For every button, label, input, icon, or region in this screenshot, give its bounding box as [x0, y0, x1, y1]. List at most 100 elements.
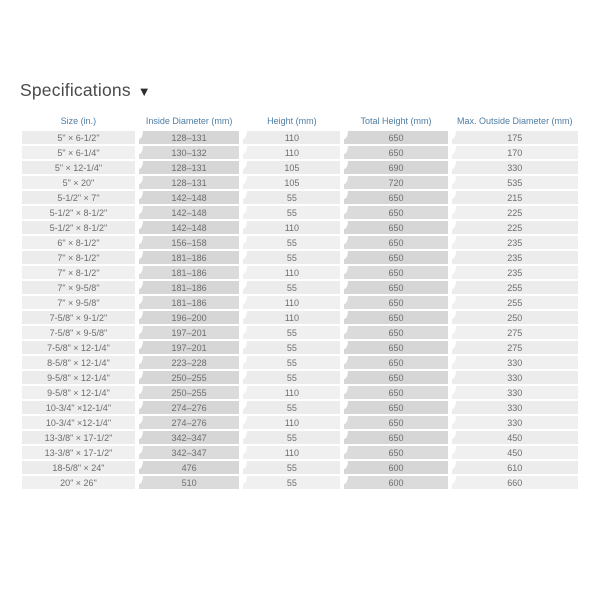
table-cell: 105: [243, 161, 341, 174]
table-cell: 476: [138, 461, 240, 474]
table-row: 13-3/8" × 17-1/2" 342–347 55 650 450: [22, 431, 578, 444]
table-cell: 650: [344, 356, 448, 369]
table-row: 7" × 8-1/2" 181–186 55 650 235: [22, 251, 578, 264]
table-cell: 156–158: [138, 236, 240, 249]
table-cell: 450: [451, 431, 578, 444]
table-cell: 5-1/2" × 8-1/2": [22, 221, 135, 234]
table-cell: 55: [243, 281, 341, 294]
table-row: 9-5/8" × 12-1/4" 250–255 110 650 330: [22, 386, 578, 399]
table-cell: 600: [344, 461, 448, 474]
table-cell: 650: [344, 431, 448, 444]
table-cell: 5" × 6-1/2": [22, 131, 135, 144]
table-cell: 55: [243, 341, 341, 354]
table-cell: 255: [451, 296, 578, 309]
table-cell: 181–186: [138, 281, 240, 294]
table-cell: 142–148: [138, 191, 240, 204]
table-cell: 330: [451, 356, 578, 369]
table-cell: 55: [243, 206, 341, 219]
table-cell: 274–276: [138, 416, 240, 429]
table-cell: 600: [344, 476, 448, 489]
table-cell: 330: [451, 386, 578, 399]
table-cell: 650: [344, 296, 448, 309]
table-row: 5-1/2" × 7" 142–148 55 650 215: [22, 191, 578, 204]
table-cell: 650: [344, 371, 448, 384]
table-cell: 181–186: [138, 266, 240, 279]
table-cell: 55: [243, 251, 341, 264]
table-cell: 650: [344, 266, 448, 279]
table-row: 5" × 12-1/4" 128–131 105 690 330: [22, 161, 578, 174]
table-row: 18-5/8" × 24" 476 55 600 610: [22, 461, 578, 474]
specifications-section-toggle[interactable]: Specifications ▼: [20, 80, 582, 101]
table-cell: 9-5/8" × 12-1/4": [22, 386, 135, 399]
table-cell: 650: [344, 206, 448, 219]
table-cell: 650: [344, 311, 448, 324]
table-row: 20" × 26" 510 55 600 660: [22, 476, 578, 489]
table-cell: 8-5/8" × 12-1/4": [22, 356, 135, 369]
table-cell: 128–131: [138, 176, 240, 189]
table-cell: 10-3/4" ×12-1/4": [22, 401, 135, 414]
table-cell: 235: [451, 251, 578, 264]
table-cell: 110: [243, 131, 341, 144]
table-cell: 535: [451, 176, 578, 189]
table-cell: 275: [451, 341, 578, 354]
table-cell: 110: [243, 446, 341, 459]
table-cell: 650: [344, 401, 448, 414]
table-cell: 450: [451, 446, 578, 459]
table-cell: 650: [344, 146, 448, 159]
table-cell: 110: [243, 221, 341, 234]
page-title: Specifications: [20, 80, 131, 100]
table-row: 13-3/8" × 17-1/2" 342–347 110 650 450: [22, 446, 578, 459]
table-cell: 196–200: [138, 311, 240, 324]
table-row: 7" × 8-1/2" 181–186 110 650 235: [22, 266, 578, 279]
table-cell: 650: [344, 326, 448, 339]
table-cell: 690: [344, 161, 448, 174]
chevron-down-icon: ▼: [137, 84, 151, 99]
table-cell: 170: [451, 146, 578, 159]
table-cell: 55: [243, 461, 341, 474]
table-cell: 55: [243, 476, 341, 489]
table-cell: 5" × 12-1/4": [22, 161, 135, 174]
table-row: 6" × 8-1/2" 156–158 55 650 235: [22, 236, 578, 249]
table-header: Size (in.) Inside Diameter (mm) Height (…: [22, 112, 578, 129]
table-cell: 7-5/8" × 9-1/2": [22, 311, 135, 324]
table-cell: 7" × 8-1/2": [22, 266, 135, 279]
table-header-row: Size (in.) Inside Diameter (mm) Height (…: [22, 112, 578, 129]
table-cell: 55: [243, 326, 341, 339]
table-cell: 55: [243, 236, 341, 249]
column-header-max-outside-diameter: Max. Outside Diameter (mm): [457, 115, 573, 126]
column-header-inside-diameter: Inside Diameter (mm): [145, 115, 233, 126]
table-cell: 9-5/8" × 12-1/4": [22, 371, 135, 384]
table-cell: 330: [451, 401, 578, 414]
table-cell: 7-5/8" × 9-5/8": [22, 326, 135, 339]
table-cell: 110: [243, 311, 341, 324]
table-cell: 175: [451, 131, 578, 144]
table-body: 5" × 6-1/2" 128–131 110 650 175 5" × 6-1/4" 13…: [22, 131, 578, 489]
table-cell: 130–132: [138, 146, 240, 159]
table-cell: 7" × 8-1/2": [22, 251, 135, 264]
table-cell: 142–148: [138, 206, 240, 219]
table-cell: 650: [344, 386, 448, 399]
table-row: 9-5/8" × 12-1/4" 250–255 55 650 330: [22, 371, 578, 384]
table-cell: 5-1/2" × 7": [22, 191, 135, 204]
column-header-height: Height (mm): [267, 115, 317, 126]
table-cell: 650: [344, 281, 448, 294]
table-cell: 223–228: [138, 356, 240, 369]
table-row: 7-5/8" × 9-1/2" 196–200 110 650 250: [22, 311, 578, 324]
table-cell: 7" × 9-5/8": [22, 296, 135, 309]
table-cell: 274–276: [138, 401, 240, 414]
table-cell: 5" × 6-1/4": [22, 146, 135, 159]
table-cell: 660: [451, 476, 578, 489]
table-cell: 128–131: [138, 131, 240, 144]
table-cell: 225: [451, 221, 578, 234]
table-row: 5" × 6-1/4" 130–132 110 650 170: [22, 146, 578, 159]
table-cell: 650: [344, 221, 448, 234]
table-cell: 5" × 20": [22, 176, 135, 189]
table-cell: 275: [451, 326, 578, 339]
table-cell: 13-3/8" × 17-1/2": [22, 431, 135, 444]
table-cell: 13-3/8" × 17-1/2": [22, 446, 135, 459]
table-cell: 650: [344, 236, 448, 249]
table-cell: 235: [451, 236, 578, 249]
table-cell: 55: [243, 191, 341, 204]
table-cell: 330: [451, 371, 578, 384]
